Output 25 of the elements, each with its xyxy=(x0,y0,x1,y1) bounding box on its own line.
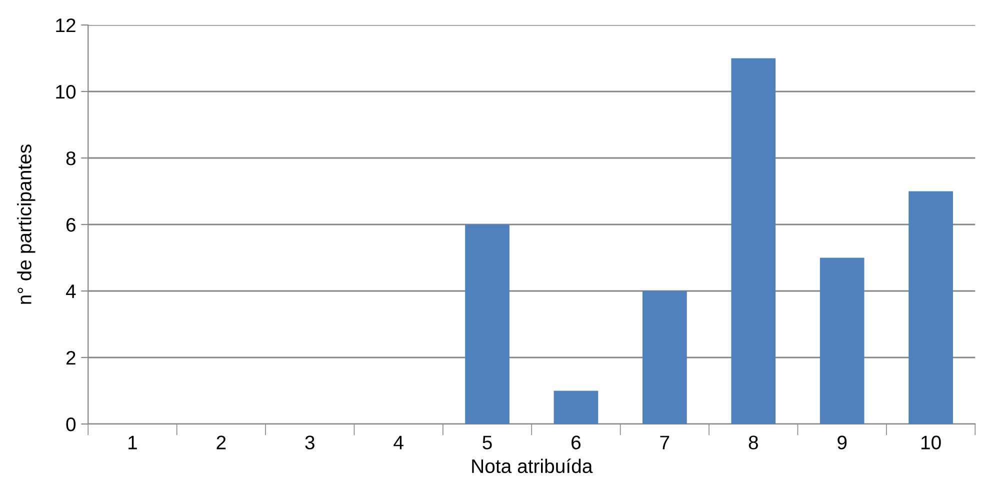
y-tick-label: 10 xyxy=(56,84,76,99)
x-tick-label: 5 xyxy=(482,436,492,450)
x-tick-label: 9 xyxy=(838,436,847,450)
x-tick-label: 4 xyxy=(394,436,404,450)
bar xyxy=(820,258,864,424)
y-tick-label: 0 xyxy=(66,417,76,432)
y-axis-title: n° de participantes xyxy=(17,144,36,304)
x-axis-title: Nota atribuída xyxy=(472,458,593,474)
bar xyxy=(642,291,687,424)
bar xyxy=(554,390,598,424)
bar xyxy=(465,224,510,424)
y-tick-label: 2 xyxy=(66,350,76,365)
bar xyxy=(908,191,953,424)
x-tick-label: 6 xyxy=(572,436,581,450)
x-tick-label: 8 xyxy=(748,436,758,450)
x-tick-label: 1 xyxy=(128,436,137,450)
y-tick-label: 4 xyxy=(66,284,76,298)
x-tick-label: 7 xyxy=(660,436,670,450)
x-tick-label: 3 xyxy=(305,436,314,450)
x-tick-label: 2 xyxy=(216,436,226,450)
y-tick-label: 6 xyxy=(66,218,76,232)
bar xyxy=(731,58,776,424)
y-tick-label: 8 xyxy=(66,151,76,166)
y-tick-label: 12 xyxy=(56,18,76,32)
x-tick-label: 10 xyxy=(921,436,941,450)
